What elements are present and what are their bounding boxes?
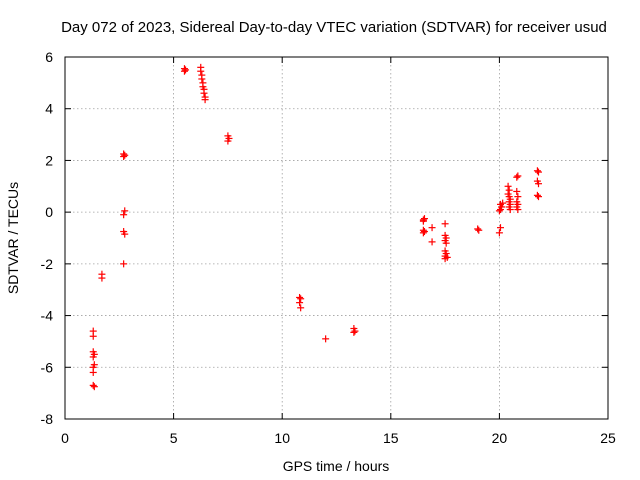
data-point [201, 96, 209, 104]
data-point [534, 180, 542, 188]
x-tick-label: 10 [274, 430, 290, 446]
data-point [506, 206, 514, 214]
x-tick-label: 25 [600, 430, 616, 446]
data-point [297, 304, 305, 312]
y-tick-label: 4 [45, 101, 53, 117]
y-tick-label: -4 [41, 308, 54, 324]
y-tick-label: -8 [41, 411, 54, 427]
data-point [428, 224, 436, 232]
data-point [474, 225, 482, 233]
data-point [121, 151, 129, 159]
data-point [496, 224, 504, 232]
y-tick-label: -6 [41, 359, 54, 375]
data-point [121, 207, 129, 215]
plot-frame [64, 56, 609, 420]
data-point [513, 173, 521, 181]
y-tick-label: 6 [45, 49, 53, 65]
data-point [297, 295, 305, 303]
data-point [419, 217, 427, 225]
data-point [513, 187, 521, 195]
x-tick-label: 5 [170, 430, 178, 446]
data-point [296, 299, 304, 307]
data-point [534, 193, 542, 201]
data-point [534, 168, 542, 176]
data-point [499, 199, 507, 207]
data-points [89, 63, 542, 391]
data-point [120, 260, 128, 268]
x-tick-label: 15 [383, 430, 399, 446]
data-point [419, 229, 427, 237]
x-tick-label: 20 [492, 430, 508, 446]
data-point [514, 193, 522, 201]
axis-ticks: 0 5 10 15 20 25 -8 -6 -4 -2 0 2 4 6 [41, 49, 616, 446]
data-point [180, 67, 188, 75]
x-tick-label: 0 [61, 430, 69, 446]
grid-lines [65, 57, 608, 419]
chart-title: Day 072 of 2023, Sidereal Day-to-day VTE… [61, 19, 607, 36]
data-point [495, 207, 503, 215]
data-point [428, 238, 436, 246]
data-point [533, 167, 541, 175]
data-point [200, 89, 208, 97]
data-point [90, 383, 98, 391]
data-point [351, 327, 359, 335]
data-point [182, 66, 190, 74]
data-point [224, 137, 232, 145]
data-point [504, 182, 512, 190]
y-tick-label: -2 [41, 256, 54, 272]
data-point [441, 255, 449, 263]
data-point [475, 226, 483, 234]
data-point [420, 228, 428, 236]
data-point [442, 239, 450, 247]
data-point [89, 381, 97, 389]
data-point [89, 332, 97, 340]
data-point [120, 153, 128, 161]
y-axis-label: SDTVAR / TECUs [5, 182, 21, 294]
data-point [514, 172, 522, 180]
data-point [89, 368, 97, 376]
y-tick-label: 0 [45, 204, 53, 220]
data-point [121, 230, 129, 238]
data-point [198, 75, 206, 83]
data-point [98, 274, 106, 282]
data-point [350, 328, 358, 336]
data-point [495, 229, 503, 237]
data-point [322, 335, 330, 343]
data-point [533, 191, 541, 199]
data-point [505, 186, 513, 194]
y-tick-label: 2 [45, 152, 53, 168]
data-point [514, 206, 522, 214]
data-point [441, 220, 449, 228]
data-point [89, 353, 97, 361]
data-point [120, 211, 128, 219]
data-point [197, 67, 205, 75]
x-axis-label: GPS time / hours [283, 458, 390, 474]
